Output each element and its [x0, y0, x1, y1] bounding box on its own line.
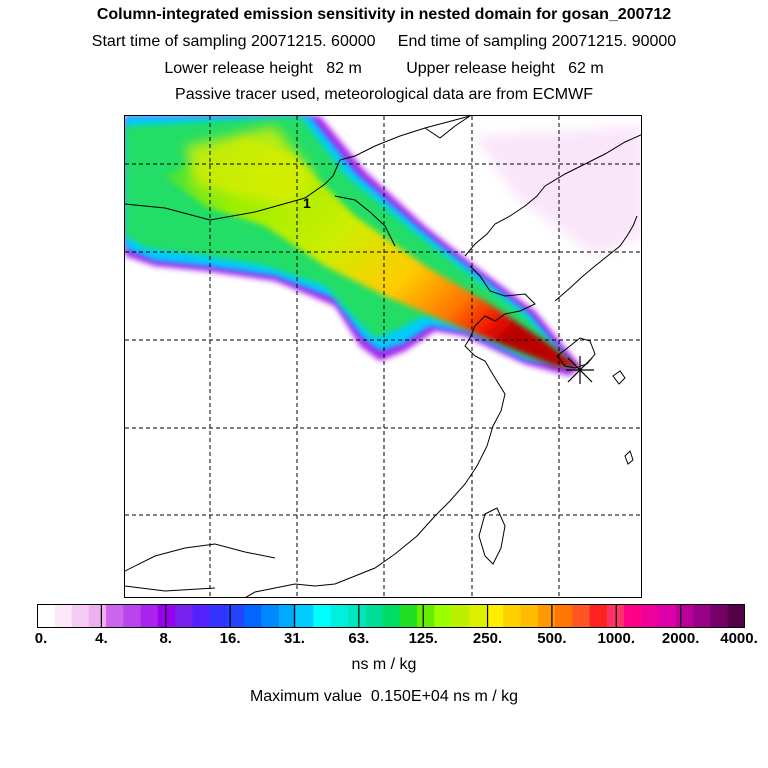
colorbar-frame [37, 604, 745, 628]
colorbar [37, 604, 745, 628]
colorbar-tick-label: 250. [472, 630, 503, 647]
tracer-info: Passive tracer used, meteorological data… [175, 86, 593, 103]
map-svg: 1 [125, 116, 641, 597]
colorbar-swatch [624, 604, 642, 628]
colorbar-swatch [641, 604, 660, 628]
colorbar-swatch [658, 604, 677, 628]
colorbar-swatch [209, 604, 228, 628]
map-panel: 1 [124, 115, 642, 598]
colorbar-swatch [261, 604, 280, 628]
colorbar-swatch [589, 604, 608, 628]
colorbar-units: ns m / kg [351, 656, 417, 673]
colorbar-swatch [365, 604, 383, 628]
colorbar-swatch [123, 604, 142, 628]
colorbar-swatch [485, 604, 504, 628]
colorbar-swatch [140, 604, 159, 628]
colorbar-swatch [399, 604, 418, 628]
release-site-star-icon [566, 356, 594, 384]
colorbar-swatch [710, 604, 729, 628]
colorbar-tick-label: 0. [34, 630, 48, 647]
colorbar-swatch [88, 604, 107, 628]
colorbar-swatch [727, 604, 745, 628]
colorbar-swatch [192, 604, 211, 628]
colorbar-tick-label: 8. [159, 630, 172, 647]
colorbar-swatch [416, 604, 435, 628]
colorbar-tick-label: 31. [284, 630, 305, 647]
colorbar-tick-label: 2000. [661, 630, 700, 647]
plume-yellow-patch [185, 126, 315, 206]
colorbar-swatch [244, 604, 262, 628]
colorbar-swatch [37, 604, 55, 628]
colorbar-tick-label: 16. [219, 630, 241, 647]
colorbar-swatch [330, 604, 349, 628]
colorbar-swatch [296, 604, 314, 628]
colorbar-swatch [468, 604, 487, 628]
colorbar-swatch [537, 604, 556, 628]
faint-sensitivity-region [475, 126, 641, 256]
map-graticule [125, 116, 641, 597]
max-value-text: Maximum value 0.150E+04 ns m / kg [249, 688, 519, 705]
colorbar-tick-label: 4000. [720, 630, 758, 647]
colorbar-swatch [693, 604, 711, 628]
colorbar-swatch [434, 604, 452, 628]
colorbar-ticks: 0. 4. 8. 16. 31. 63. 125. 250. 500. 1000. 2000. 400… [0, 630, 768, 652]
colorbar-tick-label: 4. [95, 630, 108, 647]
coastlines [125, 116, 641, 597]
colorbar-swatch [157, 604, 176, 628]
colorbar-swatch [451, 604, 470, 628]
sampling-times: Start time of sampling 20071215. 60000 E… [91, 33, 677, 50]
colorbar-swatch [278, 604, 297, 628]
chart-title: Column-integrated emission sensitivity i… [96, 6, 672, 23]
contour-label: 1 [303, 195, 311, 211]
colorbar-tick-label: 63. [348, 630, 370, 647]
colorbar-swatch [313, 604, 332, 628]
colorbar-swatch [520, 604, 539, 628]
colorbar-swatch [106, 604, 124, 628]
colorbar-swatch [347, 604, 366, 628]
colorbar-swatch [382, 604, 401, 628]
colorbar-swatch [175, 604, 193, 628]
release-heights: Lower release height 82 m Upper release … [164, 60, 604, 77]
colorbar-tick-label: 500. [537, 630, 567, 647]
colorbar-swatch [572, 604, 591, 628]
colorbar-tick-label: 1000. [597, 630, 636, 647]
colorbar-swatch [54, 604, 73, 628]
colorbar-swatch [71, 604, 90, 628]
colorbar-swatch [503, 604, 522, 628]
colorbar-swatch [226, 604, 245, 628]
colorbar-tick-label: 125. [408, 630, 438, 647]
colorbar-swatch [675, 604, 694, 628]
colorbar-swatch [555, 604, 573, 628]
